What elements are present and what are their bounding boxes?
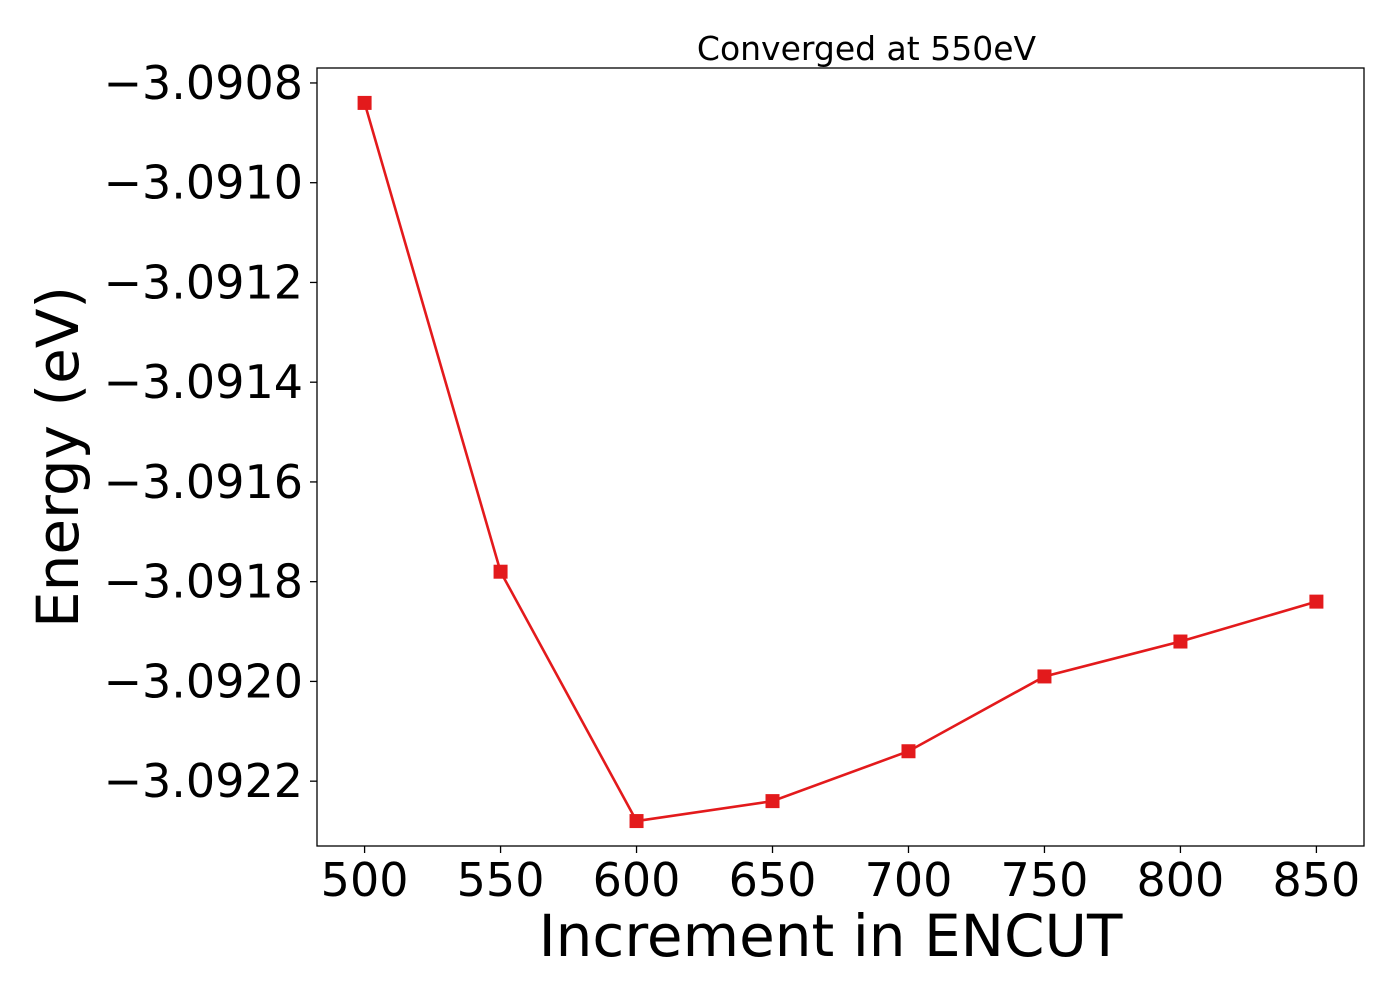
y-tick-label: −3.0912 bbox=[104, 255, 304, 309]
y-tick-label: −3.0914 bbox=[104, 355, 304, 409]
plot-area-frame bbox=[316, 67, 1365, 847]
x-axis-label: Increment in ENCUT bbox=[539, 902, 1123, 970]
y-axis: −3.0908 −3.0910 −3.0912 −3.0914 −3.0916 −3.09… bbox=[104, 56, 317, 808]
data-point-marker bbox=[1173, 634, 1188, 649]
y-tick-label: −3.0908 bbox=[104, 56, 304, 110]
y-axis-label: Energy (eV) bbox=[24, 286, 92, 628]
data-point-marker bbox=[1037, 669, 1052, 684]
x-tick-label: 800 bbox=[1137, 853, 1225, 907]
y-tick-label: −3.0920 bbox=[104, 654, 304, 708]
x-tick-label: 750 bbox=[1001, 853, 1089, 907]
series-layer bbox=[357, 95, 1324, 829]
chart-title: Converged at 550eV bbox=[697, 29, 1037, 68]
x-tick-label: 650 bbox=[729, 853, 817, 907]
data-point-marker bbox=[901, 744, 916, 759]
x-tick-label: 550 bbox=[457, 853, 545, 907]
x-tick-label: 700 bbox=[865, 853, 953, 907]
x-tick-label: 500 bbox=[321, 853, 409, 907]
series-line bbox=[363, 102, 1317, 823]
data-point-marker bbox=[765, 794, 780, 809]
x-tick-label: 850 bbox=[1273, 853, 1361, 907]
y-tick-label: −3.0916 bbox=[104, 455, 304, 509]
data-point-marker bbox=[357, 95, 372, 110]
y-tick-label: −3.0918 bbox=[104, 555, 304, 609]
data-point-marker bbox=[1309, 594, 1324, 609]
x-tick-label: 600 bbox=[593, 853, 681, 907]
y-tick-label: −3.0922 bbox=[104, 754, 304, 808]
data-point-marker bbox=[629, 814, 644, 829]
x-axis: 500 550 600 650 700 750 800 850 bbox=[321, 846, 1361, 907]
y-tick-label: −3.0910 bbox=[104, 156, 304, 210]
data-point-marker bbox=[493, 564, 508, 579]
